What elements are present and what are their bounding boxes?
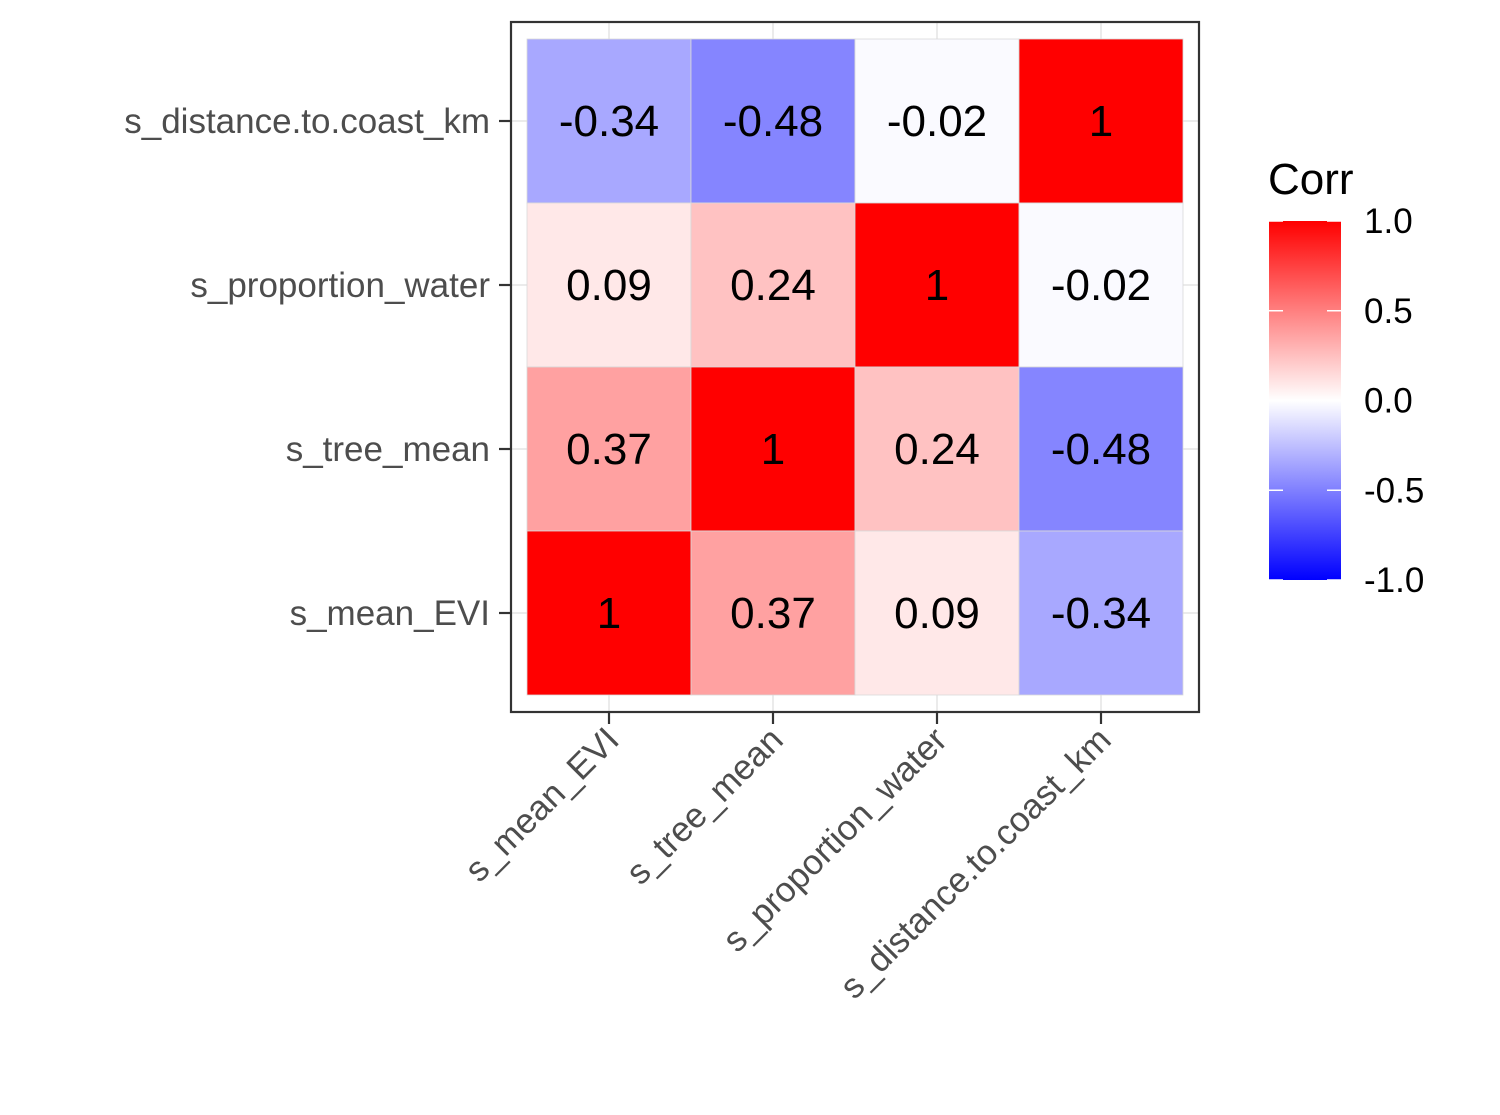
heatmap-cell bbox=[526, 38, 692, 204]
x-axis: s_mean_EVIs_tree_means_proportion_waters… bbox=[457, 712, 1119, 1006]
heatmap-cell bbox=[526, 366, 692, 532]
cell-value-label: -0.48 bbox=[723, 97, 823, 146]
y-axis-tick-label: s_tree_mean bbox=[286, 430, 490, 469]
cell-value-label: 1 bbox=[761, 425, 785, 474]
heatmap-cell bbox=[854, 366, 1020, 532]
cell-value-label: 0.24 bbox=[894, 425, 980, 474]
heatmap-cell bbox=[854, 202, 1020, 368]
heatmap-cell bbox=[1018, 202, 1184, 368]
heatmap-cell bbox=[854, 530, 1020, 696]
heatmap-cell bbox=[526, 202, 692, 368]
heatmap-cell bbox=[1018, 38, 1184, 204]
cell-value-label: -0.02 bbox=[887, 97, 987, 146]
heatmap-cell bbox=[690, 530, 856, 696]
cell-value-label: 0.24 bbox=[730, 261, 816, 310]
heatmap-cell bbox=[690, 202, 856, 368]
legend-tick-label: 1.0 bbox=[1364, 202, 1413, 241]
y-axis-tick-label: s_proportion_water bbox=[190, 266, 490, 305]
legend-tick-label: -1.0 bbox=[1364, 561, 1424, 600]
x-axis-tick-label: s_mean_EVI bbox=[457, 720, 626, 889]
x-axis-tick-label: s_tree_mean bbox=[619, 720, 791, 892]
legend-tick-label: -0.5 bbox=[1364, 471, 1424, 510]
heatmap-cell bbox=[690, 38, 856, 204]
cell-value-label: 0.09 bbox=[566, 261, 652, 310]
cell-value-label: 1 bbox=[597, 589, 621, 638]
cell-value-label: 1 bbox=[1089, 97, 1113, 146]
cell-value-label: -0.34 bbox=[559, 97, 659, 146]
cell-value-labels: -0.34 -0.48 -0.02 1 0.09 0.24 1 -0.02 0.37 1 0.24 -… bbox=[559, 97, 1151, 638]
heatmap-cells bbox=[526, 38, 1184, 696]
cell-value-label: 1 bbox=[925, 261, 949, 310]
cell-value-label: 0.09 bbox=[894, 589, 980, 638]
cell-value-label: -0.02 bbox=[1051, 261, 1151, 310]
y-axis-tick-label: s_mean_EVI bbox=[290, 594, 490, 633]
y-axis: s_distance.to.coast_km s_proportion_water… bbox=[124, 102, 511, 633]
legend-tick-label: 0.0 bbox=[1364, 382, 1413, 421]
cell-value-label: -0.48 bbox=[1051, 425, 1151, 474]
heatmap-cell bbox=[854, 38, 1020, 204]
heatmap-cell bbox=[1018, 366, 1184, 532]
heatmap-cell bbox=[526, 530, 692, 696]
legend-title: Corr bbox=[1268, 155, 1354, 204]
heatmap-cell bbox=[1018, 530, 1184, 696]
x-axis-tick-label: s_distance.to.coast_km bbox=[832, 720, 1118, 1006]
panel-border bbox=[509, 20, 1201, 714]
heatmap-cell bbox=[690, 366, 856, 532]
legend: Corr 1.0 0.5 0.0 -0.5 -1.0 bbox=[1268, 155, 1424, 600]
y-axis-tick-label: s_distance.to.coast_km bbox=[124, 102, 490, 141]
cell-value-label: -0.34 bbox=[1051, 589, 1151, 638]
legend-tick-label: 0.5 bbox=[1364, 292, 1413, 331]
cell-value-label: 0.37 bbox=[730, 589, 816, 638]
cell-value-label: 0.37 bbox=[566, 425, 652, 474]
